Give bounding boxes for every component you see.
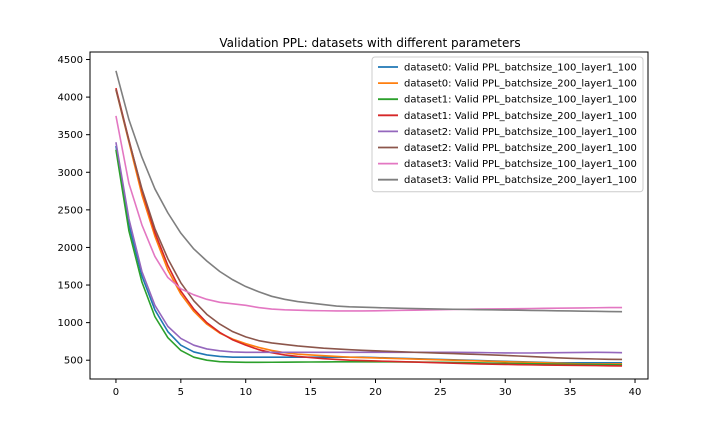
series-line-6	[115, 115, 623, 312]
x-tick-label: 35	[564, 387, 577, 398]
legend-label: dataset3: Valid PPL_batchsize_100_layer1…	[404, 159, 637, 170]
y-tick-label: 3000	[58, 168, 83, 179]
series-line-3	[115, 87, 623, 367]
series-line-5	[115, 89, 623, 361]
legend-label: dataset0: Valid PPL_batchsize_100_layer1…	[404, 63, 637, 74]
legend-label: dataset2: Valid PPL_batchsize_100_layer1…	[404, 127, 637, 138]
y-axis: 500 1000 1500 2000 2500 3000 3500 4000 4500	[58, 55, 90, 367]
legend-label: dataset2: Valid PPL_batchsize_200_layer1…	[404, 143, 637, 154]
plot-frame	[89, 51, 649, 380]
x-tick-label: 15	[304, 387, 317, 398]
x-tick-label: 5	[178, 387, 184, 398]
series-line-7	[115, 70, 623, 313]
x-tick-label: 40	[629, 387, 642, 398]
legend: dataset0: Valid PPL_batchsize_100_layer1…	[371, 56, 644, 193]
y-tick-label: 1000	[58, 318, 83, 329]
y-tick-label: 500	[64, 356, 83, 367]
x-tick-label: 10	[239, 387, 252, 398]
y-tick-label: 2500	[58, 205, 83, 216]
legend-label: dataset1: Valid PPL_batchsize_200_layer1…	[404, 111, 637, 122]
x-axis: 0 5 10 15 20 25 30 35 40	[113, 379, 642, 398]
legend-label: dataset3: Valid PPL_batchsize_200_layer1…	[404, 175, 637, 186]
x-tick-label: 0	[113, 387, 119, 398]
series-line-1	[115, 89, 623, 365]
y-tick-label: 4500	[58, 55, 83, 66]
chart-title: Validation PPL: datasets with different …	[219, 36, 520, 50]
y-tick-label: 2000	[58, 243, 83, 254]
y-tick-label: 1500	[58, 281, 83, 292]
legend-box	[371, 56, 644, 193]
legend-label: dataset1: Valid PPL_batchsize_100_layer1…	[404, 95, 637, 106]
x-tick-label: 20	[369, 387, 382, 398]
series-line-4	[115, 142, 623, 354]
series-lines	[115, 70, 623, 367]
legend-label: dataset0: Valid PPL_batchsize_200_layer1…	[404, 79, 637, 90]
y-tick-label: 3500	[58, 130, 83, 141]
series-line-2	[115, 149, 623, 366]
y-tick-label: 4000	[58, 93, 83, 104]
x-tick-label: 30	[499, 387, 512, 398]
x-tick-label: 25	[434, 387, 447, 398]
